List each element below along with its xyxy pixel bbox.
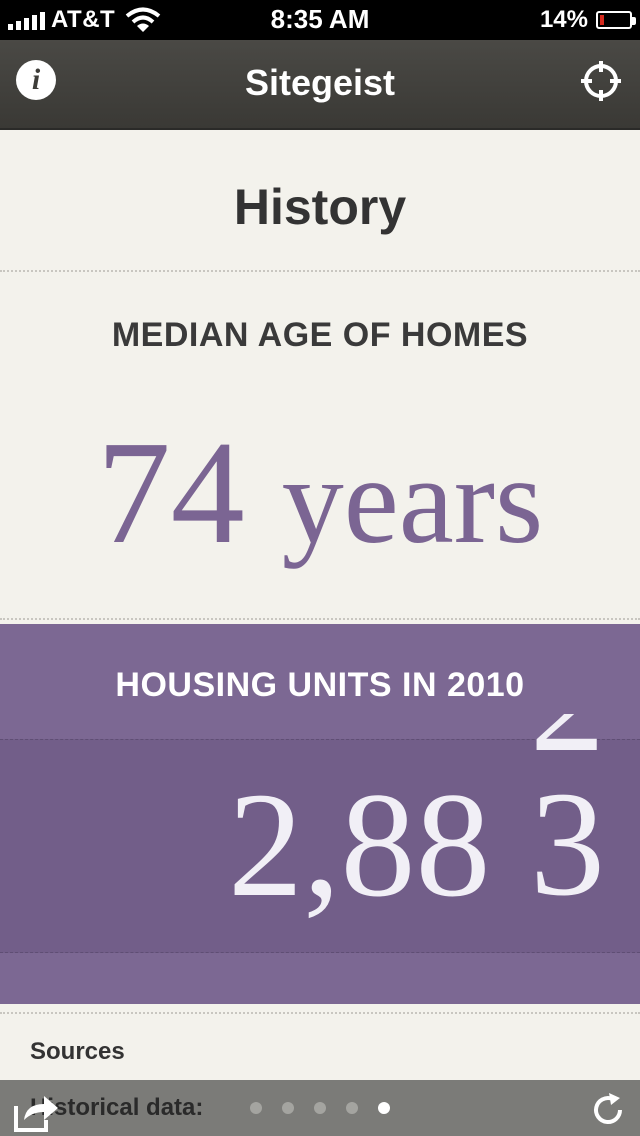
battery-percent: 14% [539, 6, 588, 33]
crosshair-icon[interactable] [580, 60, 622, 102]
signal-bars-icon [8, 10, 45, 30]
sources-heading: Sources [30, 1038, 125, 1065]
status-left: AT&T [8, 6, 161, 34]
navigation-bar: i Sitegeist [0, 40, 640, 130]
battery-level [600, 15, 604, 25]
median-age-unit: years [281, 432, 544, 569]
housing-units-label: HOUSING UNITS IN 2010 [115, 666, 525, 704]
refresh-icon[interactable] [590, 1092, 626, 1128]
share-icon[interactable] [12, 1090, 60, 1134]
median-age-value: 74 years [0, 408, 640, 578]
divider [0, 618, 640, 620]
status-time: 8:35 AM [270, 4, 370, 34]
page-dot[interactable] [282, 1102, 294, 1114]
page-dot[interactable] [378, 1102, 390, 1114]
page-indicator[interactable] [250, 1102, 390, 1114]
info-button[interactable]: i [16, 60, 56, 100]
page-dot[interactable] [250, 1102, 262, 1114]
status-right: 14% [539, 6, 636, 34]
housing-units-card: HOUSING UNITS IN 2010 2,88 2 3 4 [0, 624, 640, 1004]
rolling-digit-current: 3 [530, 761, 605, 927]
number-band [0, 739, 640, 953]
median-age-label: MEDIAN AGE OF HOMES [111, 316, 529, 354]
carrier-name: AT&T [51, 6, 116, 33]
app-title: Sitegeist [244, 62, 396, 103]
battery-icon [596, 11, 636, 29]
divider [0, 270, 640, 272]
status-bar: AT&T 8:35 AM 14% [0, 0, 640, 40]
rolling-digit: 2 3 4 [530, 714, 610, 954]
page-dot[interactable] [346, 1102, 358, 1114]
divider [0, 1012, 640, 1014]
historical-data-label: Historical data: [30, 1094, 204, 1121]
page-dot[interactable] [314, 1102, 326, 1114]
wifi-icon [125, 7, 161, 32]
section-title: History [233, 179, 407, 235]
rolling-digit-next: 4 [530, 924, 605, 954]
bottom-toolbar: Historical data: [0, 1080, 640, 1136]
housing-units-value: 2,88 [228, 765, 491, 925]
rolling-digit-previous: 2 [530, 714, 605, 780]
median-age-number: 74 [96, 411, 245, 575]
